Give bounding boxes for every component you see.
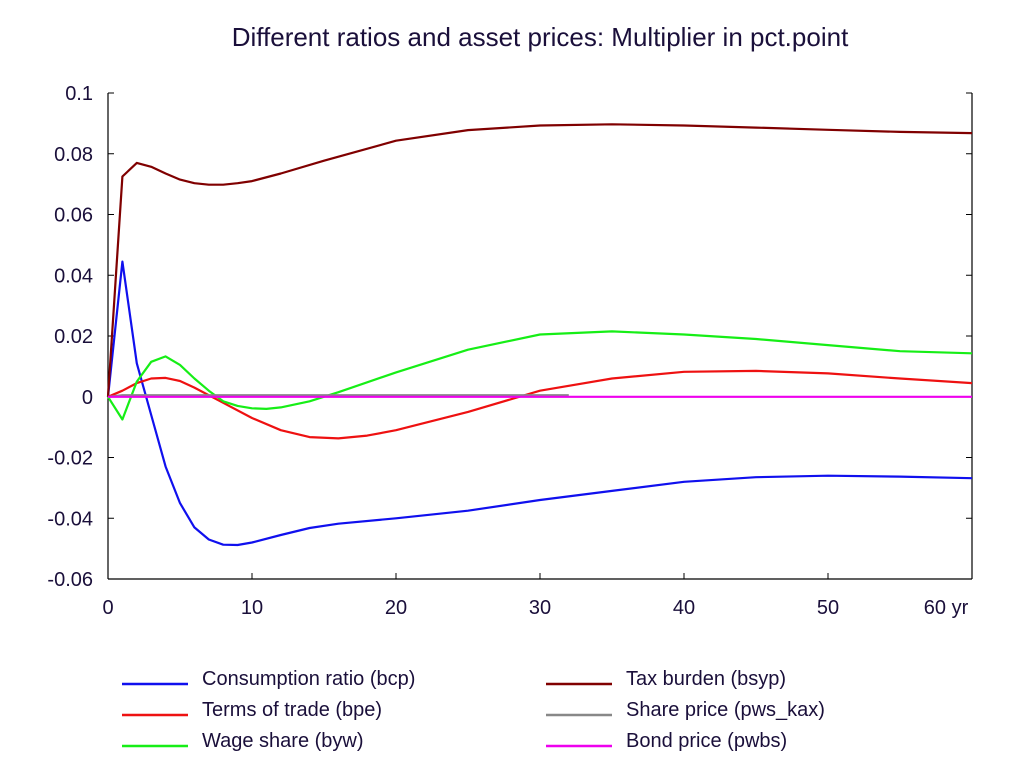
y-tick-label: -0.04 xyxy=(47,508,93,530)
series-line-3 xyxy=(106,123,973,397)
series-line-0 xyxy=(106,260,973,547)
series-line-1 xyxy=(107,369,973,440)
legend-label: Share price (pws_kax) xyxy=(626,699,825,721)
legend-label: Wage share (byw) xyxy=(202,730,364,752)
legend-label: Bond price (pwbs) xyxy=(626,730,787,752)
legend-label: Tax burden (bsyp) xyxy=(626,668,786,690)
x-tick-label: 20 xyxy=(385,597,407,619)
x-tick-label: 0 xyxy=(102,597,113,619)
series-line-2 xyxy=(107,330,973,421)
tick-labels: 0.1 0.08 0.06 0.04 0.02 0 -0.02 -0.04 -0.06 0 10 20… xyxy=(47,83,973,619)
x-tick-label: 60 yr xyxy=(924,597,969,619)
legend: Consumption ratio (bcp) Terms of trade (b… xyxy=(122,668,825,752)
x-tick-label: 50 xyxy=(817,597,839,619)
chart-title: Different ratios and asset prices: Multi… xyxy=(231,22,849,52)
x-tick-label: 40 xyxy=(673,597,695,619)
plot-frame xyxy=(107,93,973,580)
y-tick-label: -0.06 xyxy=(47,569,93,591)
legend-label: Terms of trade (bpe) xyxy=(202,699,382,721)
legend-label: Consumption ratio (bcp) xyxy=(202,668,415,690)
y-tick-label: 0 xyxy=(82,387,93,409)
y-tick-label: 0.08 xyxy=(54,144,93,166)
y-tick-label: 0.1 xyxy=(65,83,93,105)
x-tick-label: 30 xyxy=(529,597,551,619)
x-tick-label: 10 xyxy=(241,597,263,619)
y-tick-label: -0.02 xyxy=(47,448,93,470)
y-tick-label: 0.04 xyxy=(54,265,93,287)
series-lines xyxy=(106,123,973,547)
y-tick-label: 0.06 xyxy=(54,205,93,227)
y-tick-label: 0.02 xyxy=(54,326,93,348)
